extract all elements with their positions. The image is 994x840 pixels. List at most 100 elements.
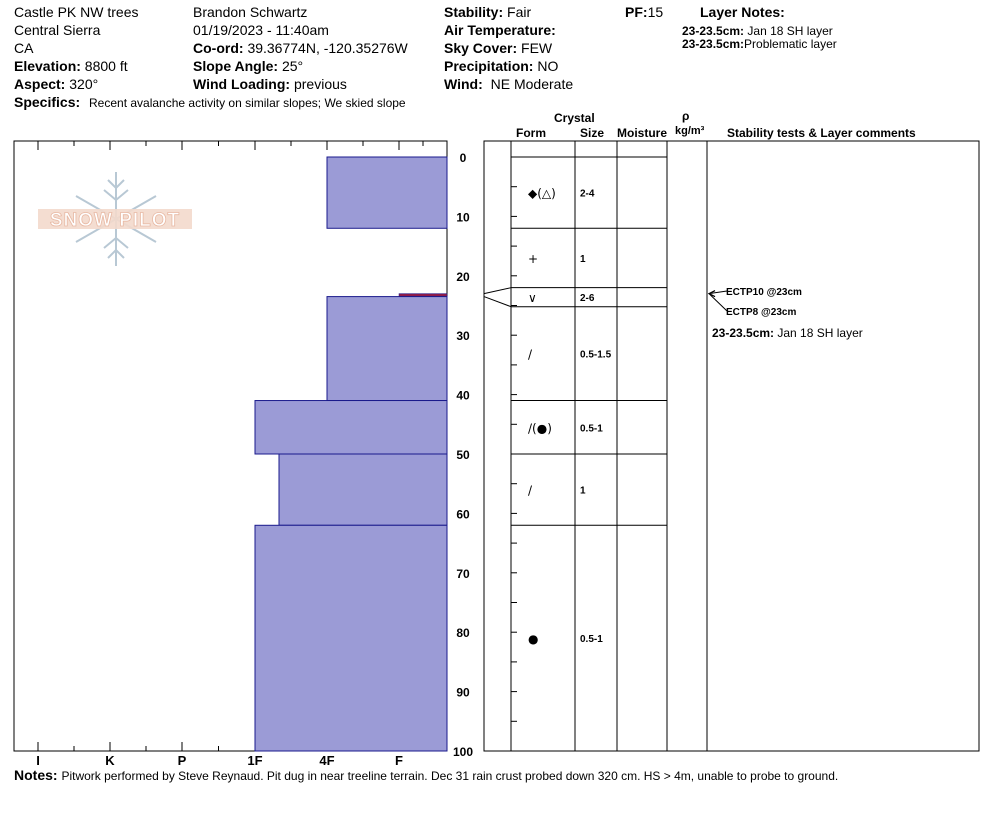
stability: Stability: Fair [444,4,531,20]
crystal-form-symbol: ∨ [528,291,537,305]
penetration-foot: PF:15 [625,4,663,20]
stability-test-arrow [708,293,728,312]
precip-label: Precipitation: [444,58,534,74]
depth-tick-label: 30 [456,329,470,343]
layer-comment-text: Jan 18 SH layer [777,326,862,340]
slope-value: 25° [281,58,304,74]
pf-label: PF: [625,4,648,20]
hardness-bar [254,400,448,455]
form-header: Form [516,126,546,140]
pf-value: 15 [647,4,664,20]
crystal-size-label: 2-4 [580,189,595,200]
wind-loading-value: previous [293,76,347,92]
crystal-form-symbol: ● [528,632,538,646]
hardness-tick-label: I [36,753,40,768]
layer-note: 23-23.5cm: Jan 18 SH layer [682,24,833,38]
wind-loading: Wind Loading: previous [193,76,347,92]
stability-test-arrow [708,290,728,295]
elevation: Elevation: 8800 ft [14,58,128,74]
specifics-value: Recent avalanche activity on similar slo… [89,96,406,110]
depth-tick-label: 50 [456,448,470,462]
crystal-form-symbol: / [528,348,533,362]
range: Central Sierra [14,22,101,38]
stability-test-label: ECTP10 @23cm [726,287,802,298]
density-unit-header: kg/m³ [675,125,705,137]
hardness-bar [254,524,448,752]
crystal-form-symbol: ◆(△) [528,187,556,201]
crystal-size-label: 0.5-1.5 [580,350,612,361]
layer-note: 23-23.5cm:Problematic layer [682,37,837,51]
precip-value: NO [537,58,559,74]
coord-value: 39.36774N, -120.35276W [247,40,408,56]
rho-header: ρ [682,109,690,123]
moisture-header: Moisture [617,126,668,140]
size-header: Size [580,126,605,140]
depth-tick-label: 70 [456,567,470,581]
datetime: 01/19/2023 - 11:40am [193,22,329,38]
aspect-label: Aspect: [14,76,66,92]
crystal-form-symbol: / [528,484,533,498]
slope-angle: Slope Angle: 25° [193,58,303,74]
crystal-header: Crystal [554,111,595,125]
layer-comment: 23-23.5cm: Jan 18 SH layer [712,326,863,340]
wind-value: NE Moderate [490,76,574,92]
coordinates: Co-ord: 39.36774N, -120.35276W [193,40,408,56]
depth-tick-label: 10 [456,210,470,224]
depth-tick-label: 80 [456,626,470,640]
crystal-size-label: 0.5-1 [580,634,603,645]
stability-test-label: ECTP8 @23cm [726,307,796,318]
aspect-value: 320° [69,76,99,92]
wind-loading-label: Wind Loading: [193,76,291,92]
stability-label: Stability: [444,4,504,20]
precipitation: Precipitation: NO [444,58,558,74]
elevation-label: Elevation: [14,58,81,74]
sky-cover: Sky Cover: FEW [444,40,552,56]
sky-label: Sky Cover: [444,40,518,56]
crystal-size-label: 2-6 [580,293,595,304]
crystal-table-frame [483,140,980,752]
layer-note-text: Problematic layer [744,37,837,51]
layer-note-depth: 23-23.5cm: [682,37,745,51]
hardness-tick-label: K [105,753,115,768]
hardness-bar [326,156,448,229]
slope-label: Slope Angle: [193,58,279,74]
layer-note-text: Jan 18 SH layer [747,24,833,38]
thin-layer-connector [483,287,512,295]
depth-tick-label: 60 [456,507,470,521]
layer-note-depth: 23-23.5cm: [682,24,745,38]
wind-label: Wind: [444,76,483,92]
wind: Wind: NE Moderate [444,76,573,92]
stability-tests-header: Stability tests & Layer comments [727,126,916,140]
crystal-form-symbol: + [528,252,538,266]
specifics-label: Specifics: [14,94,81,110]
hardness-tick-label: 1F [247,753,262,768]
hardness-tick-label: P [178,753,187,768]
state: CA [14,40,34,56]
depth-tick-label: 0 [460,151,467,165]
depth-tick-label: 100 [453,745,473,759]
hardness-bar [278,453,448,526]
crystal-size-label: 0.5-1 [580,423,603,434]
air-temperature: Air Temperature: [444,22,556,38]
aspect: Aspect: 320° [14,76,98,92]
crystal-size-label: 1 [580,254,586,265]
thin-layer-connector [483,296,512,308]
hardness-tick-label: F [395,753,403,768]
sky-value: FEW [521,40,553,56]
hardness-tick-label: 4F [319,753,334,768]
notes-text: Pitwork performed by Steve Reynaud. Pit … [61,769,839,783]
hardness-bar [326,296,448,402]
arrow-head-icon [707,290,716,298]
notes-label: Notes: [14,767,58,783]
observer: Brandon Schwartz [193,4,308,20]
depth-tick-label: 20 [456,270,470,284]
notes: Notes: Pitwork performed by Steve Reynau… [14,767,838,783]
crystal-form-symbol: /(●) [528,421,552,435]
elevation-value: 8800 ft [84,58,128,74]
stability-value: Fair [507,4,532,20]
layer-comment-depth: 23-23.5cm: [712,326,777,340]
depth-tick-label: 40 [456,389,470,403]
coord-label: Co-ord: [193,40,244,56]
crystal-size-label: 1 [580,486,586,497]
